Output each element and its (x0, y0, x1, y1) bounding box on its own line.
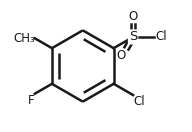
Text: CH₃: CH₃ (13, 32, 35, 45)
Text: Cl: Cl (133, 95, 145, 108)
Text: S: S (129, 30, 137, 43)
Text: F: F (28, 94, 35, 107)
Text: O: O (117, 49, 126, 62)
Text: O: O (128, 10, 138, 23)
Text: Cl: Cl (155, 30, 166, 43)
